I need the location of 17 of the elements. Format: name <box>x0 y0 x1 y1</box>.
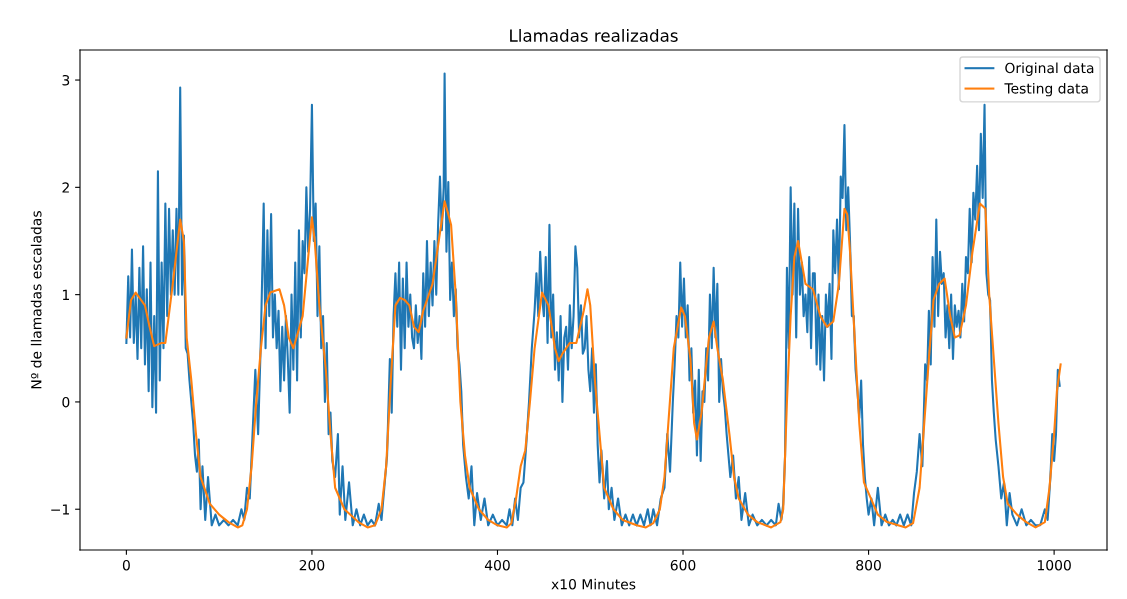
y-axis-title: Nº de llamadas escaladas <box>30 211 42 389</box>
y-tick-label: 3 <box>62 75 70 86</box>
legend-label: Original data <box>1005 62 1094 76</box>
legend-label: Testing data <box>1004 82 1088 97</box>
x-tick-label: 600 <box>670 559 696 571</box>
x-axis-title: x10 Minutes <box>551 578 636 590</box>
x-tick-label: 200 <box>299 559 325 571</box>
y-tick-label: 2 <box>62 182 69 193</box>
y-tick-label: −1 <box>51 504 69 515</box>
y-tick-label: 0 <box>62 396 70 408</box>
chart-title: Llamadas realizadas <box>510 29 678 42</box>
x-tick-label: 800 <box>856 559 881 571</box>
x-tick-label: 1000 <box>1037 559 1071 571</box>
line-series <box>125 200 1062 529</box>
x-tick-label: 400 <box>484 559 510 571</box>
x-tick-label: 0 <box>122 559 130 571</box>
y-tick-label: 1 <box>62 289 69 300</box>
